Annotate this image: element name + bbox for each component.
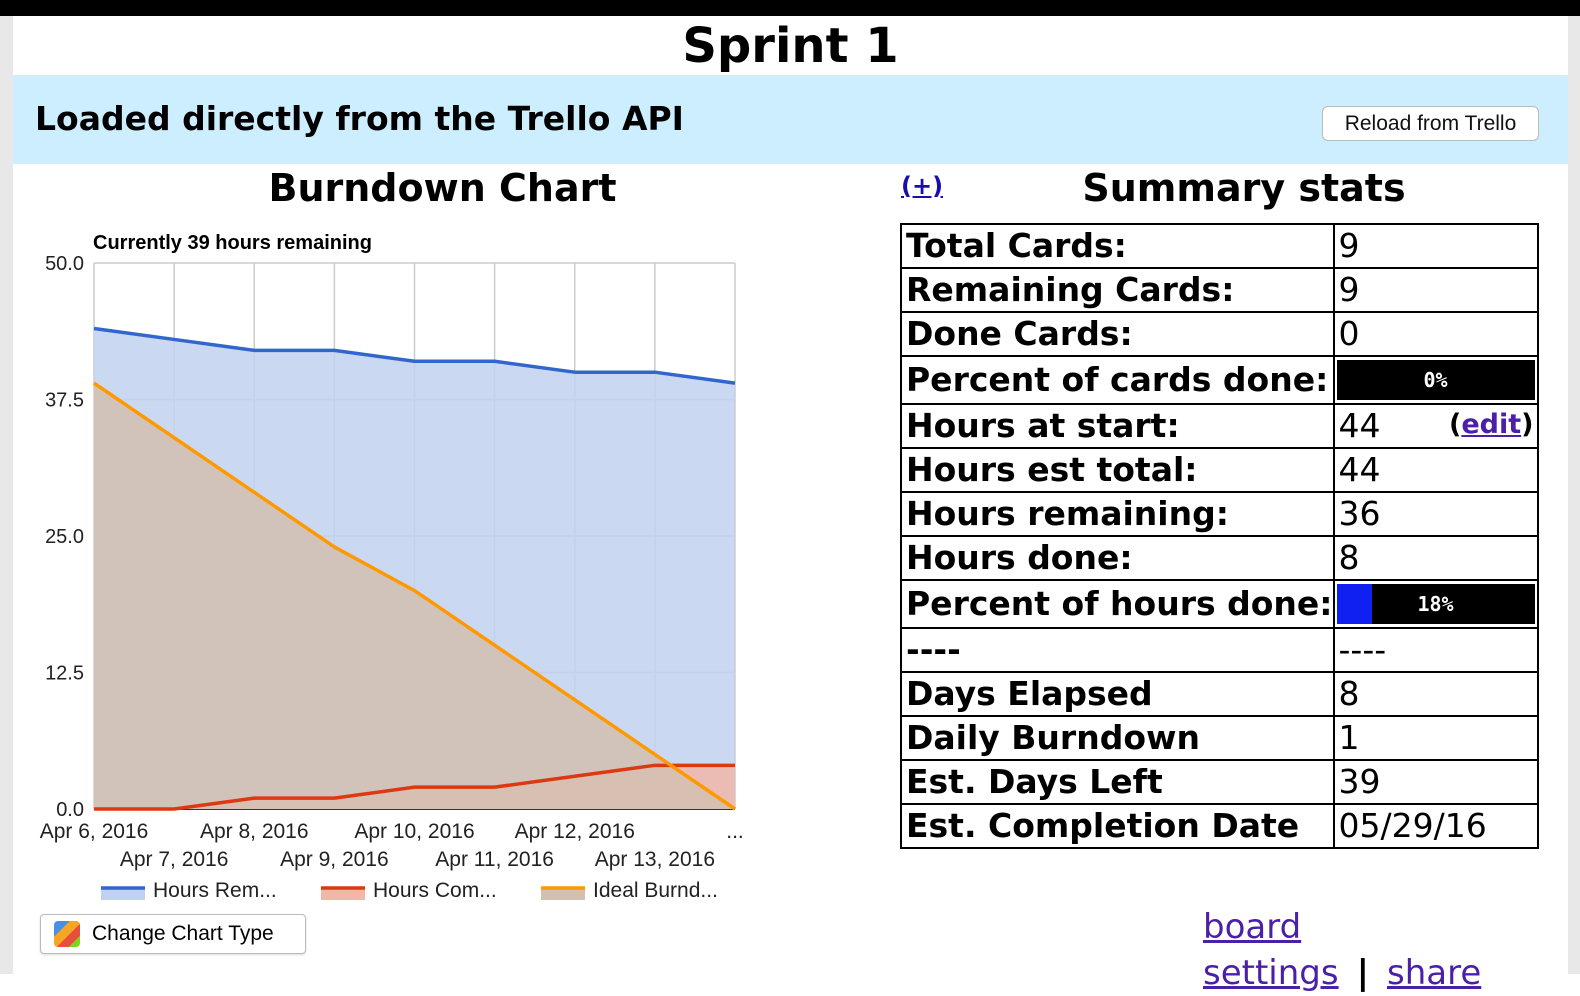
- stats-row: Total Cards: 9: [901, 224, 1538, 268]
- stat-label: Total Cards:: [901, 224, 1334, 268]
- stat-value: ----: [1334, 628, 1538, 672]
- x-tick-label: Apr 10, 2016: [354, 820, 474, 843]
- stats-row: Remaining Cards: 9: [901, 268, 1538, 312]
- stat-label: Days Elapsed: [901, 672, 1334, 716]
- edit-close-paren: ): [1521, 409, 1533, 440]
- reload-button[interactable]: Reload from Trello: [1322, 106, 1539, 141]
- stat-value: 44 (edit): [1334, 404, 1538, 448]
- y-tick-label: 37.5: [45, 390, 84, 412]
- stats-row: Hours est total: 44: [901, 448, 1538, 492]
- footer-separator: |: [1357, 953, 1369, 993]
- stat-label: Done Cards:: [901, 312, 1334, 356]
- stats-row: Est. Days Left 39: [901, 760, 1538, 804]
- y-tick-label: 0.0: [56, 799, 84, 821]
- stat-label: Remaining Cards:: [901, 268, 1334, 312]
- stat-value: 05/29/16: [1334, 804, 1538, 848]
- x-tick-label: Apr 13, 2016: [595, 848, 715, 871]
- summary-stats-table: Total Cards: 9 Remaining Cards: 9 Done C…: [900, 223, 1539, 849]
- stat-label: Hours est total:: [901, 448, 1334, 492]
- y-tick-label: 50.0: [45, 253, 84, 275]
- stats-row: Est. Completion Date 05/29/16: [901, 804, 1538, 848]
- stat-value: 9: [1334, 224, 1538, 268]
- page-title: Sprint 1: [13, 14, 1568, 78]
- stats-row: ---- ----: [901, 628, 1538, 672]
- x-tick-label: Apr 9, 2016: [280, 848, 389, 871]
- x-tick-label: Apr 7, 2016: [120, 848, 229, 871]
- summary-heading: Summary stats: [1000, 162, 1488, 214]
- stat-label: ----: [901, 628, 1334, 672]
- stats-row: Hours remaining: 36: [901, 492, 1538, 536]
- edit-open-paren: (: [1449, 409, 1461, 440]
- stats-row: Hours at start: 44 (edit): [901, 404, 1538, 448]
- stat-value: 1: [1334, 716, 1538, 760]
- stat-value: 39: [1334, 760, 1538, 804]
- legend-swatch: [321, 888, 365, 900]
- change-chart-type-label: Change Chart Type: [92, 915, 274, 953]
- source-banner: Loaded directly from the Trello API Relo…: [13, 75, 1568, 164]
- stat-label: Hours at start:: [901, 404, 1334, 448]
- stat-label: Hours done:: [901, 536, 1334, 580]
- y-tick-label: 12.5: [45, 663, 84, 685]
- burndown-chart: Currently 39 hours remaining 0.0 12.5 25.0…: [0, 222, 760, 912]
- chart-heading: Burndown Chart: [200, 162, 685, 214]
- stats-row: Daily Burndown 1: [901, 716, 1538, 760]
- stat-label: Hours remaining:: [901, 492, 1334, 536]
- legend-swatch: [101, 888, 145, 900]
- stats-row: Percent of hours done: 18%: [901, 580, 1538, 628]
- legend-label: Hours Com...: [373, 879, 497, 902]
- x-tick-label: Apr 6, 2016: [40, 820, 149, 843]
- chart-type-icon: [54, 921, 80, 947]
- stat-value: 36: [1334, 492, 1538, 536]
- y-tick-label: 25.0: [45, 526, 84, 548]
- stat-value: 0%: [1334, 356, 1538, 404]
- stat-label: Est. Completion Date: [901, 804, 1334, 848]
- stats-row: Days Elapsed 8: [901, 672, 1538, 716]
- hours-at-start-value: 44: [1339, 406, 1381, 445]
- cards-progress-bar: 0%: [1337, 360, 1535, 400]
- expand-link[interactable]: (+): [901, 172, 943, 200]
- progress-text: 18%: [1337, 584, 1535, 624]
- stat-label: Percent of cards done:: [901, 356, 1334, 404]
- x-tick-label: Apr 8, 2016: [200, 820, 309, 843]
- stat-label: Daily Burndown: [901, 716, 1334, 760]
- stat-value: 8: [1334, 536, 1538, 580]
- x-tick-label: Apr 11, 2016: [435, 848, 554, 871]
- share-link[interactable]: share: [1387, 953, 1481, 993]
- stats-row: Done Cards: 0: [901, 312, 1538, 356]
- change-chart-type-button[interactable]: Change Chart Type: [40, 914, 306, 954]
- legend-label: Hours Rem...: [153, 879, 277, 902]
- legend-swatch: [541, 888, 585, 900]
- right-gutter: [1568, 16, 1580, 974]
- stat-value: 18%: [1334, 580, 1538, 628]
- legend-label: Ideal Burnd...: [593, 879, 718, 902]
- stat-label: Est. Days Left: [901, 760, 1334, 804]
- stat-value: 0: [1334, 312, 1538, 356]
- stat-label: Percent of hours done:: [901, 580, 1334, 628]
- progress-text: 0%: [1337, 360, 1535, 400]
- footer-links: board settings | share: [1203, 904, 1580, 996]
- stat-value: 9: [1334, 268, 1538, 312]
- stats-row: Hours done: 8: [901, 536, 1538, 580]
- banner-text: Loaded directly from the Trello API: [35, 97, 684, 141]
- board-settings-link[interactable]: board settings: [1203, 907, 1339, 993]
- stat-value: 8: [1334, 672, 1538, 716]
- edit-link[interactable]: edit: [1461, 409, 1521, 440]
- edit-wrapper: (edit): [1449, 405, 1534, 445]
- stat-value: 44: [1334, 448, 1538, 492]
- chart-title: Currently 39 hours remaining: [93, 232, 372, 254]
- stats-row: Percent of cards done: 0%: [901, 356, 1538, 404]
- hours-progress-bar: 18%: [1337, 584, 1535, 624]
- x-tick-label: Apr 12, 2016: [515, 820, 635, 843]
- x-tick-label: ...: [726, 820, 744, 843]
